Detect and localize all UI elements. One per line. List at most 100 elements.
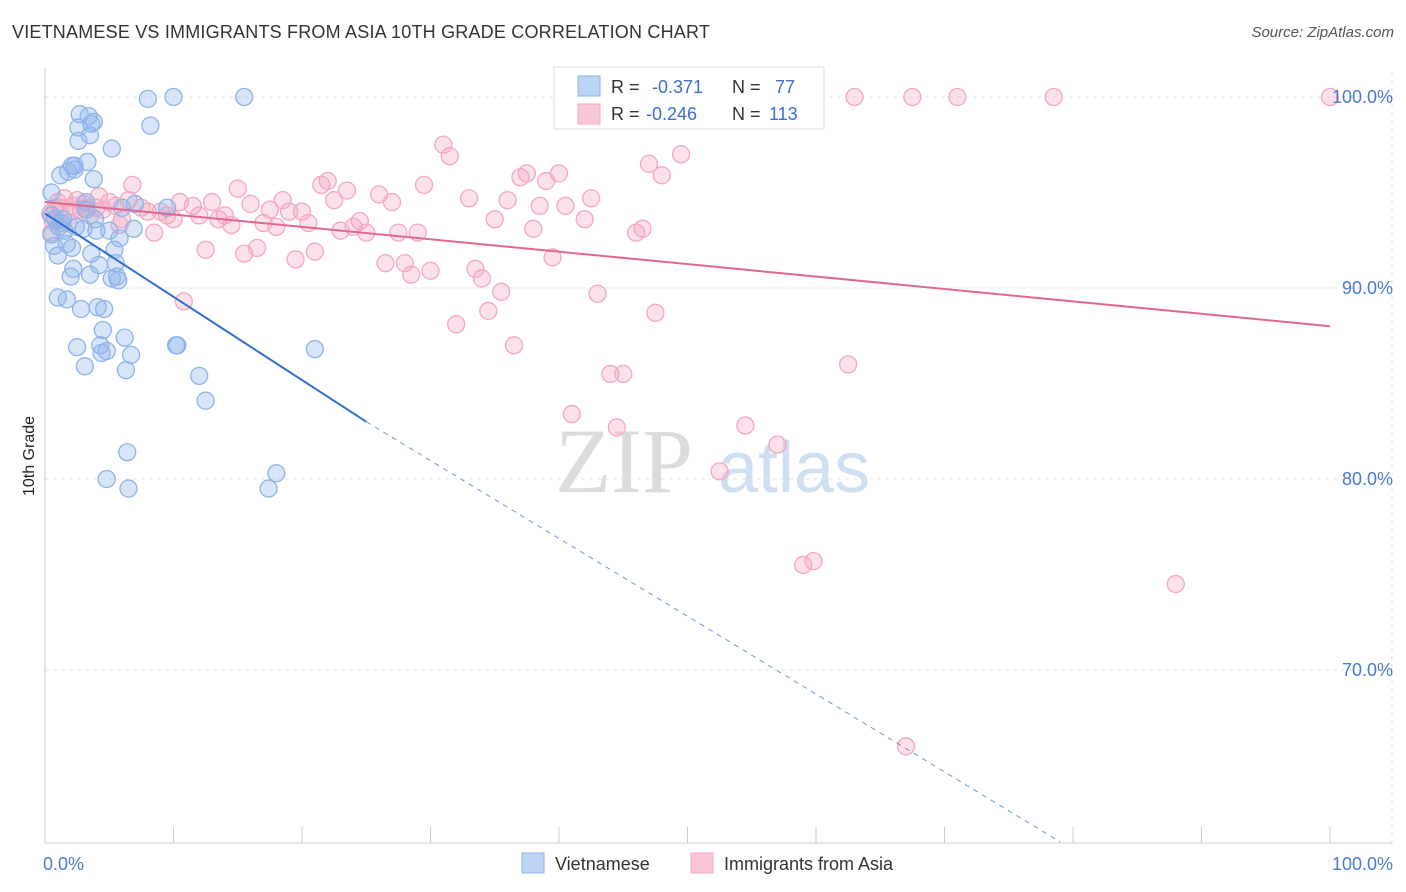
point-asia [440,147,459,166]
point-asia [324,190,344,210]
trend-line-extension-vietnamese [365,421,1061,843]
n-label-1: N = [732,77,761,97]
x-tick-label: 0.0% [43,854,84,874]
point-asia [183,196,202,216]
point-asia [267,217,286,237]
point-asia [896,737,916,756]
point-vietnamese [97,341,116,361]
point-vietnamese [125,194,145,214]
point-vietnamese [57,290,76,309]
point-asia [1320,87,1340,107]
y-axis-label: 10th Grade [21,416,38,496]
trend-lines [44,201,1331,843]
point-vietnamese [305,339,325,359]
point-vietnamese [88,297,107,317]
y-tick-label: 80.0% [1342,469,1393,489]
point-asia [562,404,581,424]
point-asia [414,175,434,195]
bottom-legend-label-vietnamese: Vietnamese [555,854,650,874]
point-vietnamese [116,360,136,380]
r-value-2: -0.246 [646,104,697,124]
point-vietnamese [94,299,114,319]
point-vietnamese [97,469,116,489]
point-vietnamese [102,139,121,158]
point-asia [903,87,922,107]
point-asia [447,315,466,334]
data-points [40,87,1340,756]
point-asia [549,164,569,183]
point-asia [479,301,498,321]
point-asia [485,210,504,229]
point-asia [517,164,537,183]
point-vietnamese [119,479,138,498]
point-vietnamese [164,87,183,107]
point-vietnamese [259,479,278,498]
point-vietnamese [121,345,141,365]
point-asia [588,284,607,303]
point-asia [196,240,215,259]
point-asia [575,210,594,229]
point-vietnamese [64,259,83,279]
point-asia [838,355,858,374]
stats-legend: R = -0.371 N = 77 R = -0.246 N = 113 [553,66,825,130]
point-asia [652,166,671,185]
point-asia [305,242,325,261]
point-asia [530,196,549,216]
legend-swatch-vietnamese [577,75,601,97]
point-vietnamese [85,210,105,229]
y-tick-labels: 100.0% 90.0% 80.0% 70.0% [1332,87,1393,680]
point-asia [395,254,414,273]
bottom-legend-swatch-vietnamese [521,852,545,874]
point-vietnamese [76,192,96,212]
point-asia [247,238,267,258]
point-vietnamese [42,183,61,202]
r-label-2: R = [611,104,640,124]
r-label-1: R = [611,77,640,97]
point-asia [421,261,440,280]
point-vietnamese [110,229,129,248]
point-asia [710,462,729,481]
n-label-2: N = [732,104,761,124]
point-vietnamese [190,366,209,386]
point-asia [556,196,575,216]
point-vietnamese [84,169,103,189]
point-vietnamese [84,112,103,131]
x-tick-label: 100.0% [1332,854,1393,874]
n-value-1: 77 [775,77,795,97]
point-asia [202,192,222,212]
trend-line-vietnamese [44,212,367,423]
point-vietnamese [48,288,67,307]
point-asia [350,211,369,231]
point-asia [794,555,813,575]
point-asia [845,87,864,107]
point-vietnamese [71,299,91,319]
point-asia [241,194,260,214]
y-tick-label: 70.0% [1342,660,1393,680]
bottom-legend-label-asia: Immigrants from Asia [724,854,894,874]
point-vietnamese [93,320,112,340]
point-asia [286,250,305,269]
point-vietnamese [75,357,94,376]
point-asia [376,254,395,273]
point-asia [633,219,652,238]
point-asia [1044,87,1063,107]
point-vietnamese [118,443,137,462]
watermark-atlas: atlas [718,428,870,508]
point-vietnamese [62,238,82,258]
point-asia [260,200,280,219]
point-vietnamese [141,116,160,135]
point-asia [492,282,511,301]
point-vietnamese [157,198,177,217]
legend-swatch-asia [577,103,601,125]
point-vietnamese [100,221,119,240]
point-vietnamese [267,464,286,483]
point-asia [504,336,524,355]
point-asia [948,87,967,107]
watermark-zip: ZIP [555,410,693,512]
point-vietnamese [196,391,215,410]
point-asia [389,223,408,242]
point-vietnamese [78,152,97,172]
chart-title: VIETNAMESE VS IMMIGRANTS FROM ASIA 10TH … [12,22,711,42]
point-asia [145,223,164,242]
